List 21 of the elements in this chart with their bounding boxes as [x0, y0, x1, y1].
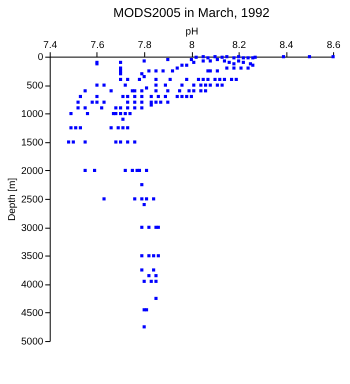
y-tick-label: 4500 — [21, 308, 44, 320]
y-tick-label: 3000 — [21, 222, 44, 234]
x-tick-label: 8.4 — [279, 40, 294, 52]
x-tick-label: 8.2 — [232, 40, 247, 52]
chart-title: MODS2005 in March, 1992 — [113, 4, 270, 20]
y-tick-label: 4000 — [21, 280, 44, 291]
x-tick-label: 7.8 — [138, 40, 152, 52]
y-tick-label: 0 — [38, 52, 44, 64]
y-tick-label: 500 — [26, 80, 44, 92]
y-tick-label: 2500 — [21, 194, 44, 206]
x-axis-title: pH — [186, 26, 198, 38]
y-tick-label: 1000 — [21, 109, 44, 120]
y-tick-label: 3500 — [21, 251, 44, 262]
y-axis-title: Depth [m] — [7, 178, 18, 221]
x-tick-label: 8.6 — [326, 40, 341, 52]
x-tick-label: 7.4 — [43, 40, 58, 52]
y-tick-label: 1500 — [21, 137, 44, 148]
x-tick-label: 8 — [189, 40, 196, 52]
y-tick-label: 5000 — [21, 336, 44, 348]
x-tick-label: 7.6 — [90, 40, 105, 52]
y-tick-label: 2000 — [21, 166, 44, 177]
